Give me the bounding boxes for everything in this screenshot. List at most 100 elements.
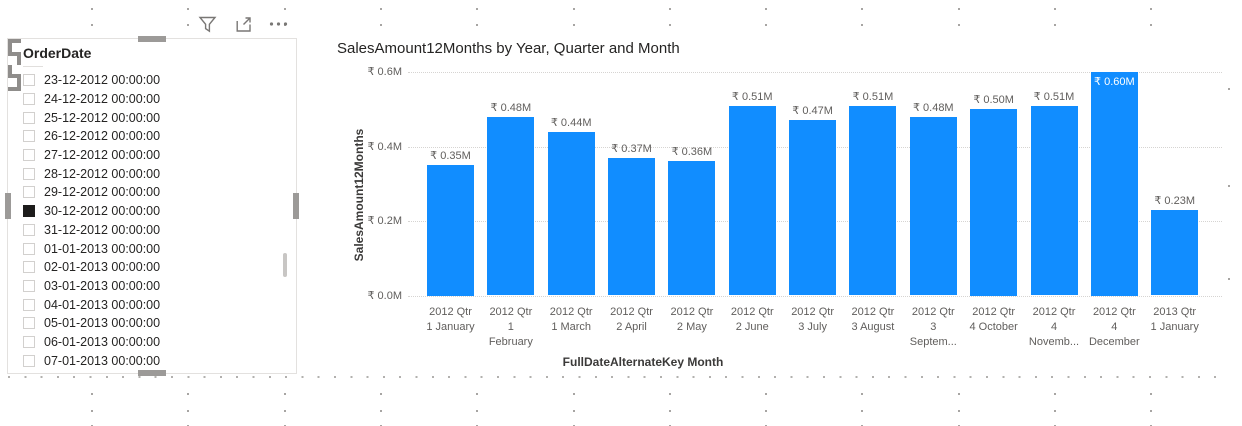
- slicer-item[interactable]: 25-12-2012 00:00:00: [23, 108, 282, 127]
- checkbox-icon[interactable]: [23, 149, 35, 162]
- slicer-item[interactable]: 03-01-2013 00:00:00: [23, 277, 282, 296]
- checkbox-icon[interactable]: [23, 354, 35, 367]
- canvas-grid-dot: [1228, 88, 1230, 90]
- checkbox-icon[interactable]: [23, 130, 35, 143]
- checkbox-icon[interactable]: [23, 242, 35, 255]
- checkbox-icon[interactable]: [23, 186, 35, 199]
- bar-2012-qtr-3-august[interactable]: [849, 105, 897, 296]
- resize-handle-bottom-right[interactable]: [8, 78, 21, 91]
- more-options-icon[interactable]: [268, 13, 290, 35]
- slicer-item[interactable]: 02-01-2013 00:00:00: [23, 258, 282, 277]
- canvas-grid-dot: [91, 24, 93, 26]
- bar-2012-qtr-4-october[interactable]: [970, 109, 1018, 296]
- canvas-grid-dot: [572, 393, 575, 395]
- canvas-grid-dot: [957, 410, 960, 412]
- resize-handle-right[interactable]: [293, 193, 299, 219]
- checkbox-icon[interactable]: [23, 111, 35, 124]
- data-label: ₹ 0.48M: [490, 101, 532, 114]
- slicer-item-label: 26-12-2012 00:00:00: [44, 129, 161, 144]
- slicer-item[interactable]: 06-01-2013 00:00:00: [23, 333, 282, 352]
- slicer-item[interactable]: 01-01-2013 00:00:00: [23, 239, 282, 258]
- canvas-grid-dot: [861, 410, 864, 412]
- checkbox-icon[interactable]: [23, 279, 35, 292]
- filter-icon[interactable]: [196, 13, 218, 35]
- checkbox-icon[interactable]: [23, 205, 35, 218]
- bar-2012-qtr-2-may[interactable]: [668, 161, 716, 296]
- slicer-item-label: 29-12-2012 00:00:00: [44, 185, 161, 200]
- canvas-grid-dot: [957, 393, 960, 395]
- bar-2012-qtr-1-march[interactable]: [547, 131, 595, 296]
- slicer-item[interactable]: 07-01-2013 00:00:00: [23, 351, 282, 369]
- checkbox-icon[interactable]: [23, 223, 35, 236]
- slicer-item[interactable]: 30-12-2012 00:00:00: [23, 202, 282, 221]
- data-label: ₹ 0.48M: [912, 101, 954, 114]
- canvas-grid-dot: [1150, 24, 1153, 26]
- slicer-item-label: 28-12-2012 00:00:00: [44, 166, 161, 181]
- canvas-grid-dot: [91, 410, 93, 412]
- data-label: ₹ 0.47M: [792, 105, 833, 118]
- data-label: ₹ 0.36M: [671, 146, 713, 159]
- slicer-item[interactable]: 27-12-2012 00:00:00: [23, 146, 282, 165]
- canvas-grid-dot: [572, 24, 575, 26]
- canvas-grid-dot: [765, 24, 768, 26]
- slicer-item-label: 05-01-2013 00:00:00: [44, 316, 161, 331]
- slicer-item-label: 07-01-2013 00:00:00: [44, 353, 161, 368]
- bar-2012-qtr-2-april[interactable]: [608, 157, 656, 296]
- canvas-grid-dot: [476, 410, 479, 412]
- canvas-grid-dot: [1150, 393, 1153, 395]
- slicer-item-label: 25-12-2012 00:00:00: [44, 110, 161, 125]
- data-label: ₹ 0.51M: [1033, 90, 1075, 103]
- canvas-grid-dot: [283, 410, 286, 412]
- slicer-item[interactable]: 26-12-2012 00:00:00: [23, 127, 282, 146]
- slicer-scrollbar-thumb[interactable]: [283, 253, 287, 277]
- canvas-grid-dot: [476, 8, 479, 10]
- resize-handle-top[interactable]: [138, 36, 166, 42]
- slicer-item[interactable]: 31-12-2012 00:00:00: [23, 221, 282, 240]
- focus-mode-icon[interactable]: [232, 13, 254, 35]
- bar-2012-qtr-3-july[interactable]: [789, 120, 837, 296]
- data-label: ₹ 0.50M: [973, 94, 1014, 107]
- slicer-item-label: 30-12-2012 00:00:00: [44, 204, 161, 219]
- data-label: ₹ 0.44M: [550, 116, 592, 129]
- canvas-grid-dot: [668, 393, 671, 395]
- checkbox-icon[interactable]: [23, 317, 35, 330]
- slicer-item-list: 23-12-2012 00:00:00 24-12-2012 00:00:00 …: [23, 71, 282, 369]
- slicer-visual: OrderDate 23-12-2012 00:00:00 24-12-2012…: [5, 36, 299, 376]
- checkbox-icon[interactable]: [23, 261, 35, 274]
- x-axis-tick-label: 2012 Qtr 3 August: [851, 306, 895, 333]
- checkbox-icon[interactable]: [23, 93, 35, 106]
- checkbox-icon[interactable]: [23, 167, 35, 180]
- bar-2012-qtr-4-december[interactable]: [1090, 72, 1138, 296]
- slicer-item[interactable]: 29-12-2012 00:00:00: [23, 183, 282, 202]
- bar-2012-qtr-1-january[interactable]: [427, 165, 474, 296]
- x-axis-tick-label: 2012 Qtr 4 Novemb...: [1028, 306, 1080, 348]
- x-axis-tick-label: 2012 Qtr 4 October: [969, 306, 1018, 333]
- resize-handle-left[interactable]: [5, 193, 11, 219]
- resize-handle-top-right[interactable]: [8, 52, 21, 65]
- resize-handle-bottom[interactable]: [138, 370, 166, 376]
- resize-handle-bottom-left[interactable]: [8, 65, 21, 78]
- canvas-grid-dot: [957, 8, 960, 10]
- checkbox-icon[interactable]: [23, 335, 35, 348]
- resize-handle-top-left[interactable]: [8, 39, 21, 52]
- canvas-grid-dot: [379, 24, 382, 26]
- slicer-item[interactable]: 04-01-2013 00:00:00: [23, 295, 282, 314]
- checkbox-icon[interactable]: [23, 298, 35, 311]
- slicer-item[interactable]: 05-01-2013 00:00:00: [23, 314, 282, 333]
- slicer-item-label: 24-12-2012 00:00:00: [44, 92, 161, 107]
- bar-2012-qtr-2-june[interactable]: [728, 105, 776, 296]
- slicer-item[interactable]: 24-12-2012 00:00:00: [23, 90, 282, 109]
- bar-2012-qtr-1-february[interactable]: [487, 116, 535, 296]
- x-axis-tick-label: 2012 Qtr 4 December: [1088, 306, 1140, 348]
- bar-2012-qtr-3-september[interactable]: [909, 116, 957, 296]
- checkbox-icon[interactable]: [23, 74, 35, 87]
- data-label: ₹ 0.37M: [611, 142, 652, 155]
- bar-2012-qtr-4-november[interactable]: [1030, 105, 1078, 296]
- canvas-grid-dot: [1054, 410, 1056, 412]
- slicer-item[interactable]: 28-12-2012 00:00:00: [23, 164, 282, 183]
- slicer-item[interactable]: 23-12-2012 00:00:00: [23, 71, 282, 90]
- canvas-grid-dot: [861, 24, 864, 26]
- bar-2013-qtr-1-january[interactable]: [1151, 209, 1199, 296]
- canvas-grid-dot: [957, 24, 960, 26]
